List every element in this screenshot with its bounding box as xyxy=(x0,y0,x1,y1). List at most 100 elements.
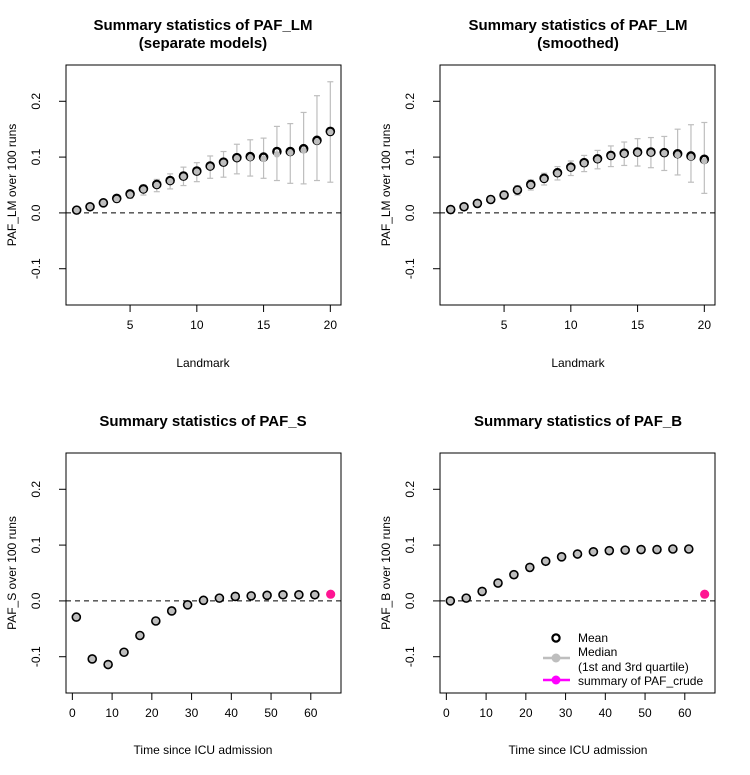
median-point xyxy=(580,160,588,167)
median-point xyxy=(574,550,581,558)
legend-crude-symbol xyxy=(551,675,561,685)
median-point xyxy=(152,617,160,625)
mean-point xyxy=(683,544,694,554)
median-point xyxy=(634,149,641,156)
x-tick-label: 40 xyxy=(599,706,613,720)
median-point xyxy=(540,175,548,183)
panel-paf-b: Summary statistics of PAF_B Time since I… xyxy=(379,413,716,757)
median-point xyxy=(526,564,534,571)
mean-point xyxy=(512,185,523,195)
x-tick-label: 50 xyxy=(264,706,278,720)
median-point xyxy=(514,186,521,194)
median-point xyxy=(136,632,144,639)
median-point xyxy=(313,138,321,145)
x-tick-label: 5 xyxy=(501,318,508,332)
median-point xyxy=(474,200,481,207)
panel-subtitle: (smoothed) xyxy=(537,35,619,52)
x-tick-label: 15 xyxy=(631,318,645,332)
mean-point xyxy=(182,600,193,610)
mean-point xyxy=(540,556,551,567)
median-point xyxy=(104,661,112,668)
median-point xyxy=(216,594,223,602)
x-tick-label: 10 xyxy=(105,706,119,720)
mean-point xyxy=(525,562,535,573)
median-point xyxy=(273,151,281,158)
mean-point xyxy=(461,593,472,603)
panel-title: Summary statistics of PAF_LM xyxy=(94,17,313,34)
median-point xyxy=(606,547,613,554)
median-point xyxy=(674,151,681,159)
median-point xyxy=(200,597,207,604)
median-point xyxy=(184,601,191,609)
x-axis-label: Landmark xyxy=(176,356,230,370)
median-point xyxy=(86,203,94,210)
median-point xyxy=(89,655,96,663)
median-point xyxy=(295,591,303,598)
mean-point xyxy=(262,590,272,601)
y-tick-label: -0.1 xyxy=(403,258,417,279)
y-tick-label: 0.1 xyxy=(29,536,43,553)
median-point xyxy=(661,149,668,157)
y-axis-label: PAF_S over 100 runs xyxy=(5,516,19,630)
mean-point xyxy=(103,659,113,670)
mean-point xyxy=(459,201,469,212)
median-point xyxy=(567,164,575,171)
x-tick-label: 5 xyxy=(127,318,134,332)
median-point xyxy=(263,592,271,599)
median-point xyxy=(701,157,708,165)
mean-point xyxy=(151,616,161,626)
legend-crude-label: summary of PAF_crude xyxy=(578,674,703,688)
median-point xyxy=(590,548,597,555)
median-point xyxy=(447,206,454,213)
median-point xyxy=(558,553,565,561)
mean-point xyxy=(71,612,82,622)
mean-point xyxy=(246,591,256,601)
x-tick-label: 60 xyxy=(678,706,692,720)
y-tick-label: 0.1 xyxy=(403,148,417,165)
median-point xyxy=(554,170,561,177)
x-tick-label: 20 xyxy=(145,706,159,720)
median-point xyxy=(478,588,486,595)
crude-point xyxy=(700,589,710,599)
x-tick-label: 20 xyxy=(519,706,533,720)
x-tick-label: 10 xyxy=(479,706,493,720)
legend-median-note: (1st and 3rd quartile) xyxy=(578,660,689,674)
x-axis-label: Time since ICU admission xyxy=(134,743,273,757)
y-tick-label: 0.0 xyxy=(403,592,417,609)
x-tick-label: 15 xyxy=(257,318,271,332)
panel-title: Summary statistics of PAF_S xyxy=(99,413,306,430)
plot-frame xyxy=(65,64,342,306)
y-axis-label: PAF_B over 100 runs xyxy=(379,516,393,630)
legend-median-symbol xyxy=(551,653,561,663)
mean-point xyxy=(509,569,519,580)
median-point xyxy=(510,571,518,578)
y-tick-label: 0.0 xyxy=(403,204,417,221)
y-axis-label: PAF_LM over 100 runs xyxy=(379,124,393,247)
mean-point xyxy=(652,544,662,555)
median-point xyxy=(153,181,160,189)
median-point xyxy=(260,155,267,162)
mean-point xyxy=(309,589,320,600)
mean-point xyxy=(620,545,630,555)
median-point xyxy=(279,591,287,598)
panel-title: Summary statistics of PAF_B xyxy=(474,413,682,430)
median-point xyxy=(621,546,629,554)
mean-point xyxy=(477,586,487,597)
mean-point xyxy=(85,201,95,212)
median-point xyxy=(73,206,80,214)
median-point xyxy=(500,191,508,199)
x-tick-label: 10 xyxy=(564,318,578,332)
crude-point xyxy=(326,589,336,599)
y-tick-label: 0.2 xyxy=(403,93,417,110)
median-point xyxy=(180,173,187,180)
x-tick-label: 40 xyxy=(225,706,239,720)
median-point xyxy=(140,186,147,193)
mean-point xyxy=(166,606,177,616)
mean-point xyxy=(588,546,599,557)
mean-point xyxy=(98,198,109,208)
median-point xyxy=(687,153,695,161)
panel-title: Summary statistics of PAF_LM xyxy=(469,17,688,34)
median-point xyxy=(126,191,134,198)
mean-point xyxy=(499,190,509,200)
mean-point xyxy=(636,544,646,555)
